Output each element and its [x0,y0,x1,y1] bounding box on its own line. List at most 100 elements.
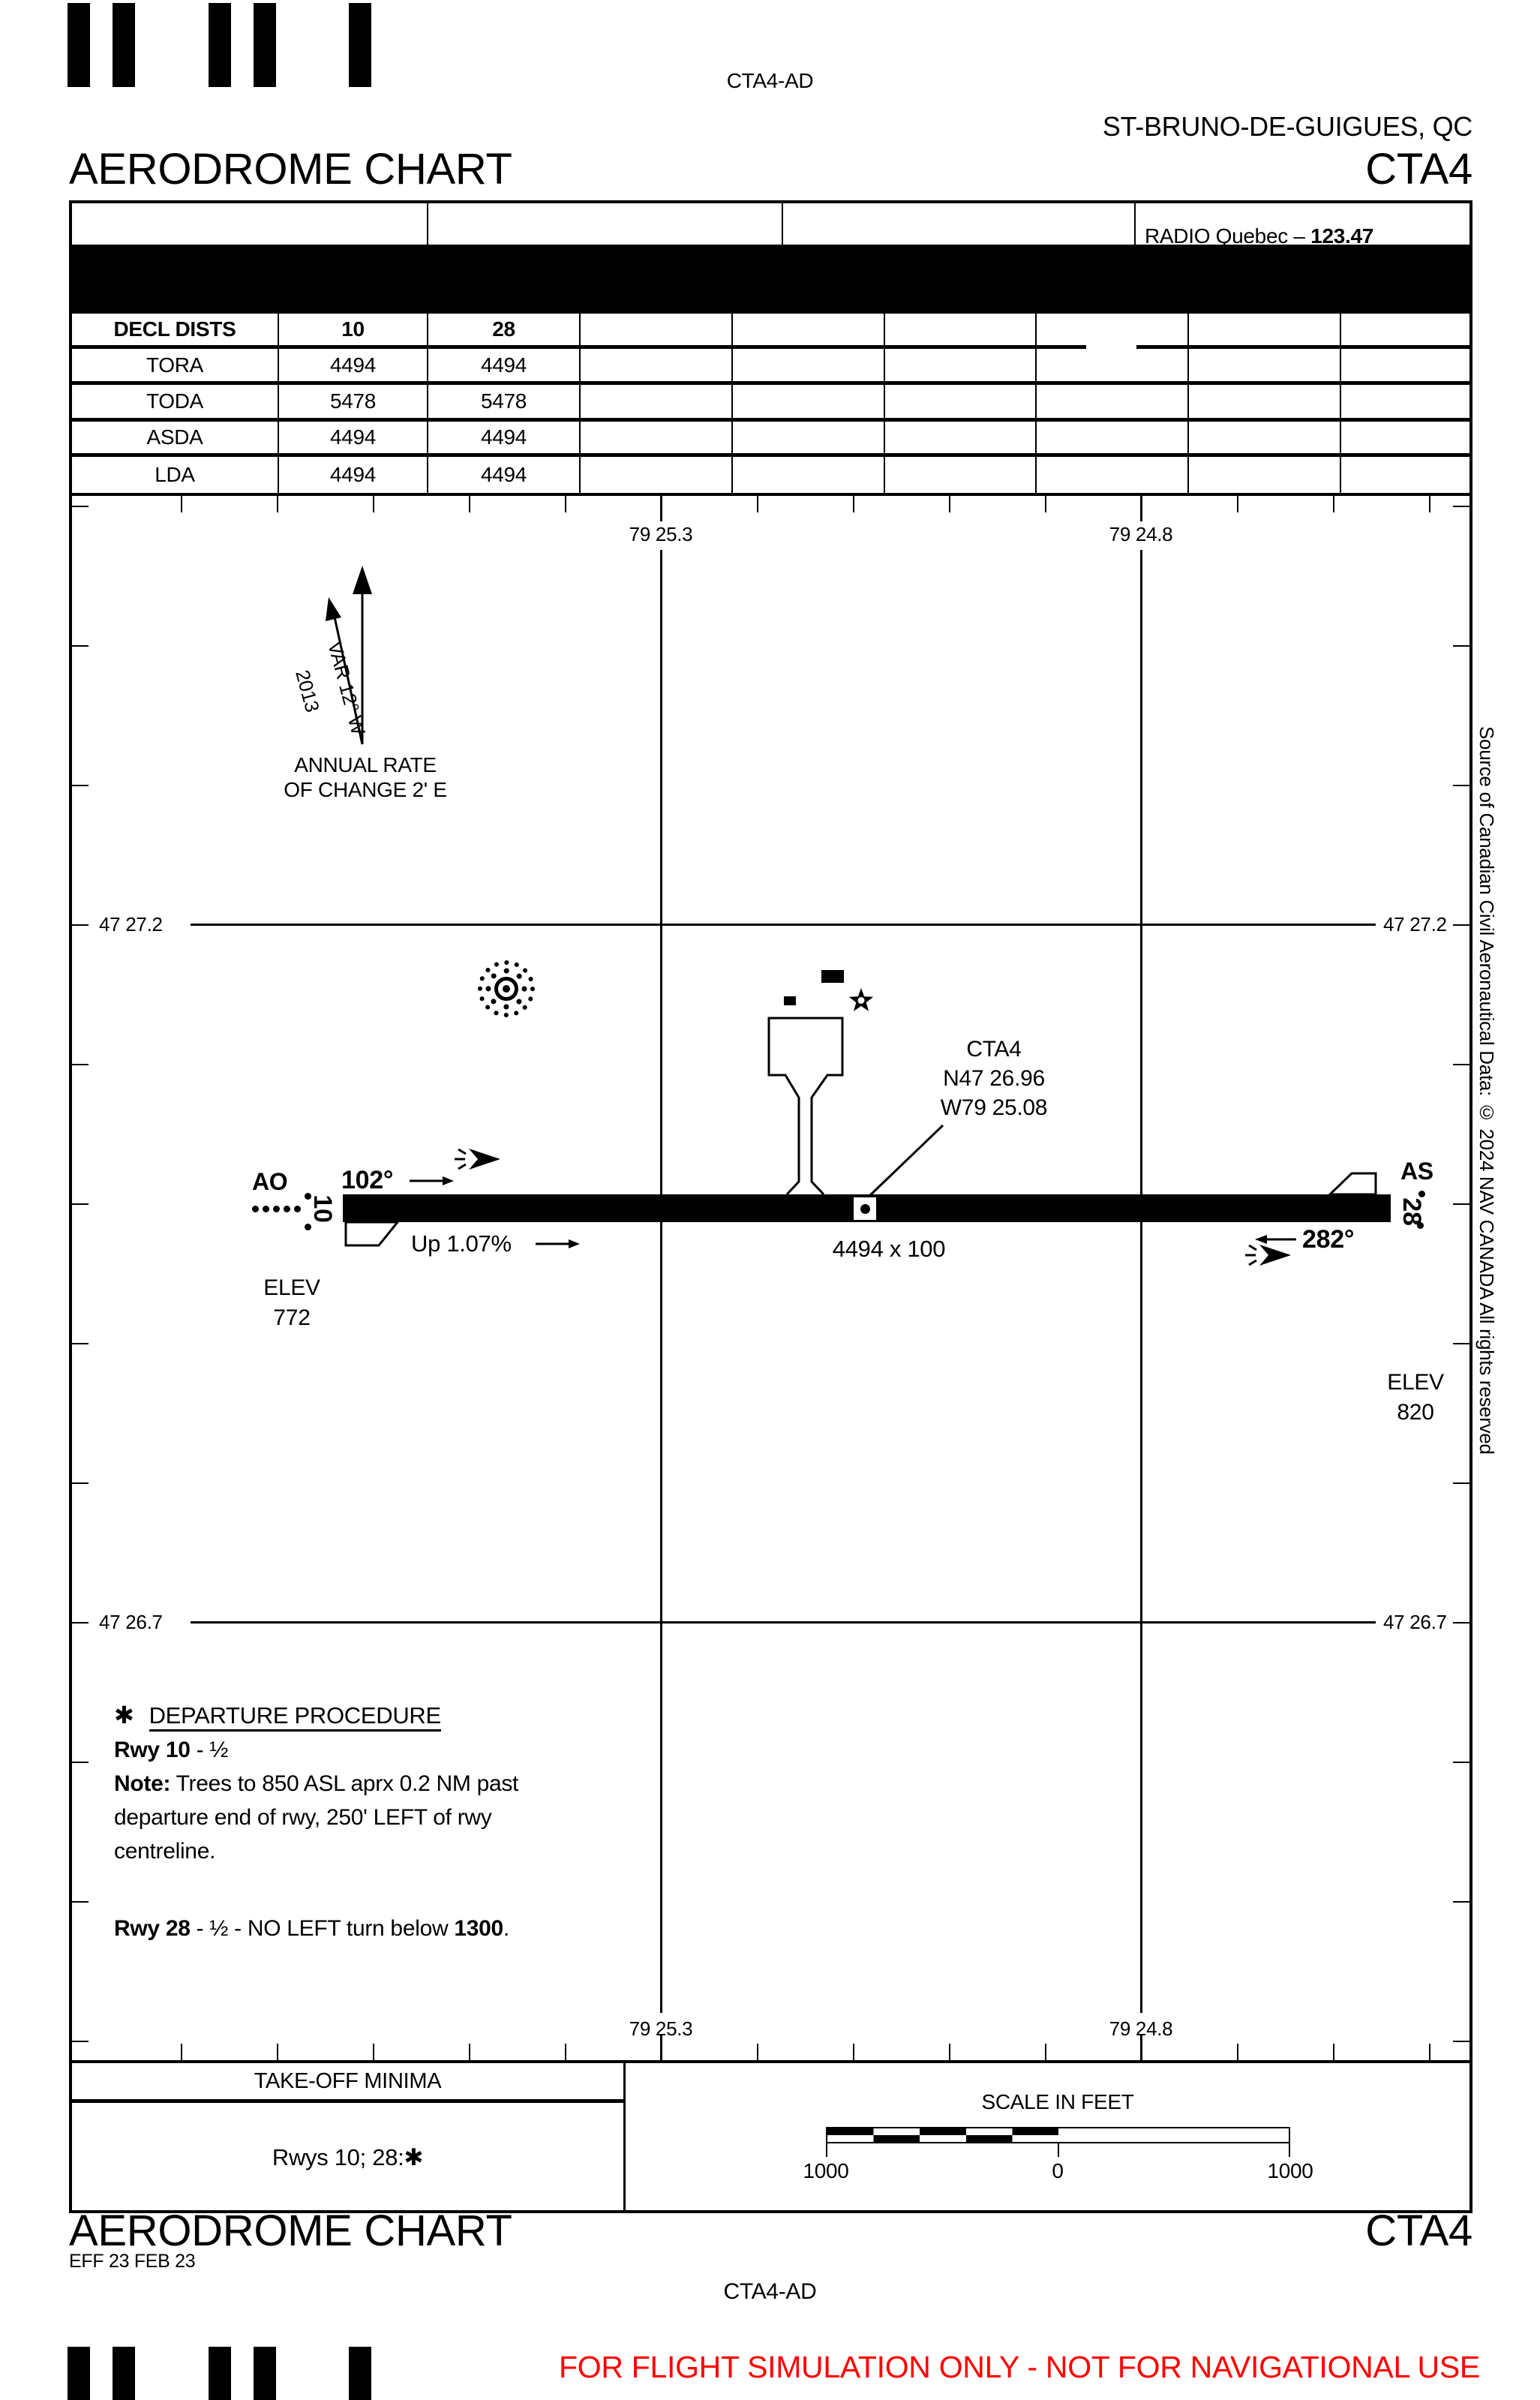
apron-taxiway-outline [767,1017,844,1196]
empty-cell [1341,457,1469,493]
decl-value: 4494 [428,457,579,493]
bar-mark [209,3,231,87]
airport-reference-label: CTA4 N47 26.96 W79 25.08 [896,1035,1091,1122]
meridian-line [1140,550,1142,2013]
scale-label-right: 1000 [1267,2159,1313,2182]
empty-cell [1037,385,1187,418]
scale-label-left: 1000 [803,2159,849,2182]
decl-row-label: TODA [72,385,278,418]
empty-cell [885,422,1035,453]
airport-longitude: W79 25.08 [940,1095,1048,1120]
runway-id-left: 10 [308,1194,338,1223]
empty-cell [733,314,884,345]
radio-entry: RADIO Quebec – 123.47 [1145,224,1373,248]
radio-frequency: 123.47 [1310,224,1374,248]
empty-cell [581,349,731,381]
asterisk-marker: ✱ [114,1702,134,1729]
decl-value: 4494 [279,422,427,453]
comms-empty-cell [428,203,782,245]
bearing-right: 282° [1302,1225,1355,1254]
divider [623,2063,626,2210]
decl-header: DECL DISTS [72,314,278,345]
departure-note: Note: Trees to 850 ASL aprx 0.2 NM past … [114,1771,519,1864]
scale-title: SCALE IN FEET [981,2090,1134,2113]
variation-year: 2013 [291,668,324,714]
empty-cell [733,422,884,453]
longitude-label: 79 24.8 [1109,523,1173,545]
decl-header-rwy28: 28 [428,314,579,345]
empty-cell [1189,457,1340,493]
empty-cell [1189,385,1340,418]
elevation-left: ELEV 772 [263,1275,320,1330]
empty-cell [1341,349,1469,381]
unicom-entry: UNICOM – 123.2 [815,251,984,276]
departure-rwy28: Rwy 28 - ½ - NO LEFT turn below 1300. [114,1916,509,1941]
unicom-icon [788,254,808,273]
footer-chart-code: CTA4 [1365,2206,1472,2255]
beacon-star-icon [848,988,874,1011]
latitude-label: 47 26.7 [1383,1611,1447,1633]
empty-cell [581,314,731,345]
building-symbol [821,970,844,983]
decl-value: 4494 [428,422,579,453]
empty-cell [733,385,884,418]
marker-right: AS [1400,1158,1433,1185]
lighted-wind-indicator-icon [1245,1244,1291,1266]
graticule-ticks-right [1453,506,1469,2044]
parallel-line [191,1621,1376,1624]
radio-cell: RADIO Quebec – 123.47 [1136,203,1469,248]
empty-cell [885,457,1035,493]
empty-cell [885,314,1035,345]
meridian-tick [1140,496,1142,521]
communications-table: UNICOM – 123.2 RADIO Quebec – 123.47 ATF [69,200,1472,350]
footer-title: AERODROME CHART [69,2206,512,2255]
empty-cell [885,349,1035,381]
takeoff-minima-value: Rwys 10; 28:✱ [272,2144,424,2170]
bar-mark [68,2347,90,2400]
bar-mark [349,2347,371,2400]
plan-view: 79 25.3 79 24.8 79 25.3 79 24.8 47 27.2 … [69,493,1472,2063]
unicom-label: UNICOM – [815,251,923,275]
comms-empty-cell [72,203,427,245]
empty-cell [581,385,731,418]
scale-label-center: 0 [1052,2159,1064,2182]
empty-cell [885,385,1035,418]
bearing-arrow-left-icon [1255,1235,1296,1244]
threshold-notch-right [1327,1172,1377,1196]
doc-code-bottom: CTA4-AD [723,2279,817,2304]
decl-row-label: LDA [72,457,278,493]
airport-latitude: N47 26.96 [943,1066,1045,1091]
decl-value: 4494 [428,349,579,381]
empty-cell [1341,385,1469,418]
effective-date: EFF 23 FEB 23 [69,2251,196,2272]
empty-cell [1341,314,1469,345]
departure-rwy10: Rwy 10 - ½ [114,1738,229,1762]
doc-code-top: CTA4-AD [726,69,814,92]
empty-cell [581,422,731,453]
latitude-label: 47 27.2 [99,913,163,936]
chart-code: CTA4 [1365,145,1472,194]
simulation-disclaimer: FOR FLIGHT SIMULATION ONLY - NOT FOR NAV… [559,2350,1480,2384]
empty-cell [1189,422,1340,453]
decl-row-label: ASDA [72,422,278,453]
lighted-wind-indicator-icon [455,1148,500,1170]
unicom-cell: UNICOM – 123.2 [783,203,1134,275]
decl-value: 5478 [279,385,427,418]
decl-row-label: TORA [72,349,278,381]
bar-mark [113,3,135,87]
empty-cell [581,457,731,493]
building-symbol [784,996,796,1005]
runway-slope: Up 1.07% [411,1230,512,1257]
latitude-label: 47 26.7 [99,1611,163,1633]
empty-cell [733,349,884,381]
bar-mark [68,3,90,87]
town-symbol-icon [478,960,535,1017]
page-title: AERODROME CHART [69,145,512,194]
bearing-arrow-right-icon [410,1176,454,1185]
unicom-frequency: 123.2 [929,251,984,275]
empty-cell [1189,314,1340,345]
bearing-left: 102° [341,1166,394,1194]
graticule-ticks-bottom [181,2044,1430,2060]
bar-mark [113,2347,135,2400]
